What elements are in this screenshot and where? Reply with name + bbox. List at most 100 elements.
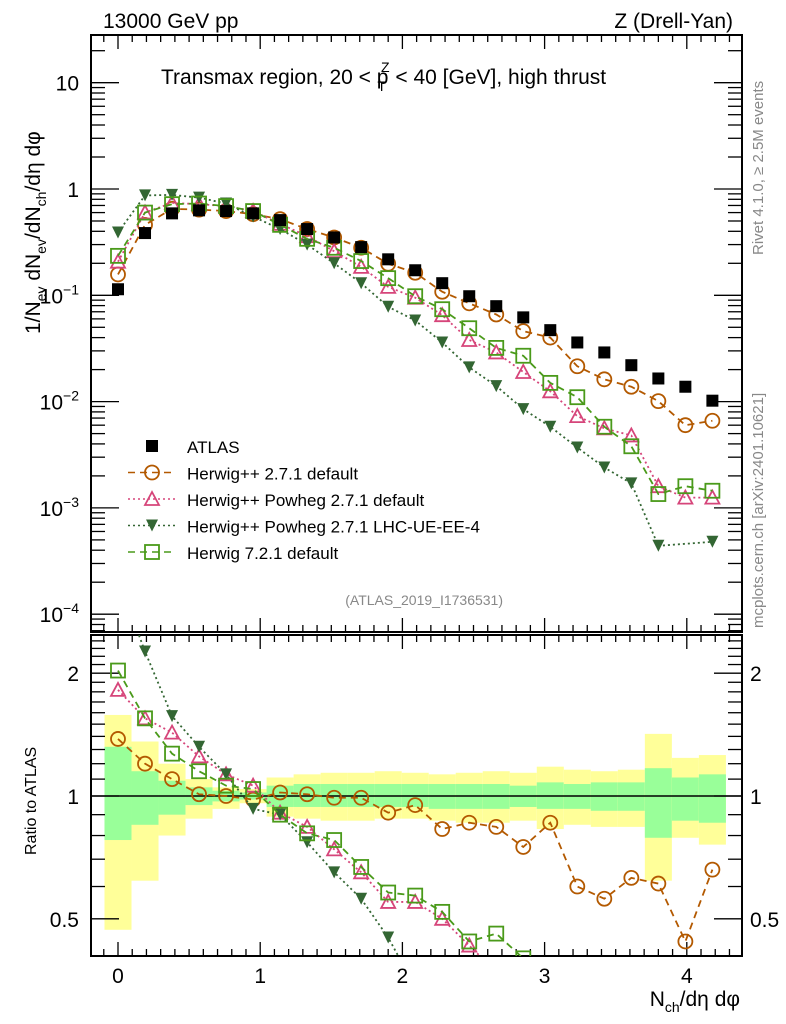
ratio-point: [247, 802, 260, 815]
title-post: < 40 [GeV], high thrust: [390, 66, 607, 89]
x-label-n: N: [650, 988, 665, 1011]
data-point: [328, 257, 341, 270]
data-point: [193, 191, 206, 204]
main-series-4: [110, 195, 721, 502]
ratio-point: [299, 825, 316, 842]
ratio-point: [596, 890, 613, 907]
data-point: [596, 418, 613, 435]
ratio-point: [460, 936, 478, 953]
data-point: [625, 359, 638, 372]
data-point: [704, 482, 721, 499]
data-point: [353, 253, 370, 269]
tick-exponent: −4: [63, 600, 79, 616]
data-point: [515, 323, 532, 340]
x-axis-label: Nch/dη dφ: [650, 988, 740, 1015]
data-point: [382, 300, 395, 313]
ratio-series-1: [109, 680, 530, 1010]
data-point: [677, 417, 694, 434]
data-point: [571, 441, 584, 454]
y-tick-label: 10−1: [40, 281, 80, 308]
data-point: [166, 207, 179, 220]
data-point: [409, 264, 422, 277]
ratio-y-tick-label-left: 1: [67, 786, 79, 809]
ratio-point: [516, 997, 530, 1010]
ratio-line: [117, 738, 714, 944]
data-point: [598, 461, 611, 474]
y-label-subscript: ev: [33, 287, 49, 302]
ratio-point: [407, 887, 424, 904]
ratio-point: [164, 745, 180, 762]
ratio-point: [325, 840, 343, 857]
main-y-axis-label: 1/Nev dNev/dNch/dη dφ: [22, 131, 49, 334]
legend-entry: Herwig++ Powheg 2.7.1 LHC-UE-EE-4: [128, 518, 480, 537]
main-series-2: [109, 194, 721, 505]
data-point: [622, 426, 640, 443]
ratio-series-3: [110, 662, 532, 956]
data-point: [112, 226, 124, 239]
ratio-point: [677, 933, 694, 950]
ratio-point: [163, 723, 181, 740]
mcplots-label: mcplots.cern.ch [arXiv:2401.10621]: [750, 393, 767, 628]
ratio-y-axis-label: Ratio to ATLAS: [23, 747, 40, 855]
ratio-point: [326, 832, 343, 848]
y-label-part: /dN: [22, 206, 45, 239]
data-point: [110, 247, 126, 264]
data-point: [650, 486, 667, 502]
title-sup: Z: [381, 59, 390, 75]
ratio-point: [623, 869, 640, 886]
ratio-point: [326, 789, 343, 806]
tick-base: 10: [40, 392, 63, 415]
main-series: [109, 188, 721, 552]
x-tick-label: 1: [254, 965, 266, 988]
data-point: [649, 477, 667, 494]
ratio-point: [488, 818, 505, 835]
y-label-part: 1/N: [22, 301, 45, 334]
y-label-subscript: ev: [33, 239, 49, 254]
data-point: [677, 478, 694, 495]
data-point: [461, 320, 478, 337]
rivet-label: Rivet 4.1.0, ≥ 2.5M events: [750, 81, 767, 255]
data-point: [352, 258, 370, 274]
ratio-point: [328, 866, 341, 879]
data-point: [112, 283, 124, 296]
data-point: [490, 380, 503, 393]
x-label-rest: /dη dφ: [680, 988, 740, 1011]
ratio-point: [488, 925, 505, 942]
legend-marker: [146, 519, 158, 532]
series-line: [117, 194, 713, 547]
ratio-point: [382, 931, 395, 944]
data-point: [625, 477, 638, 490]
legend-marker: [144, 544, 160, 560]
ratio-point: [218, 788, 234, 804]
tick-base: 10: [40, 604, 63, 627]
data-point: [652, 539, 665, 552]
ratio-point: [301, 836, 314, 849]
tick-base: 10: [40, 498, 63, 521]
ratio-y-tick-label-right: 1: [750, 786, 762, 809]
data-point: [409, 314, 422, 327]
data-point: [355, 277, 368, 290]
legend-entry: ATLAS: [146, 438, 240, 457]
stat-uncertainty-band: [644, 768, 672, 838]
ratio-uncertainty-bands: [104, 714, 726, 930]
data-point: [541, 382, 559, 399]
data-point: [460, 331, 478, 347]
legend-label: Herwig++ Powheg 2.7.1 default: [187, 491, 424, 510]
series-line: [117, 201, 713, 499]
data-point: [652, 372, 665, 385]
y-tick-label: 10−2: [40, 388, 80, 415]
ratio-point: [139, 645, 152, 658]
data-point: [487, 343, 505, 360]
ratio-point: [380, 884, 397, 901]
ratio-point: [650, 875, 667, 892]
data-point: [568, 407, 586, 424]
ratio-point: [436, 1016, 448, 1024]
data-point: [328, 231, 341, 244]
ratio-point: [299, 786, 316, 803]
data-point: [704, 412, 721, 429]
ratio-point: [272, 806, 289, 823]
top-left-label: 13000 GeV pp: [103, 10, 238, 33]
data-point: [325, 242, 343, 259]
ratio-y-tick-label-left: 2: [67, 663, 79, 686]
ratio-point: [136, 709, 154, 726]
